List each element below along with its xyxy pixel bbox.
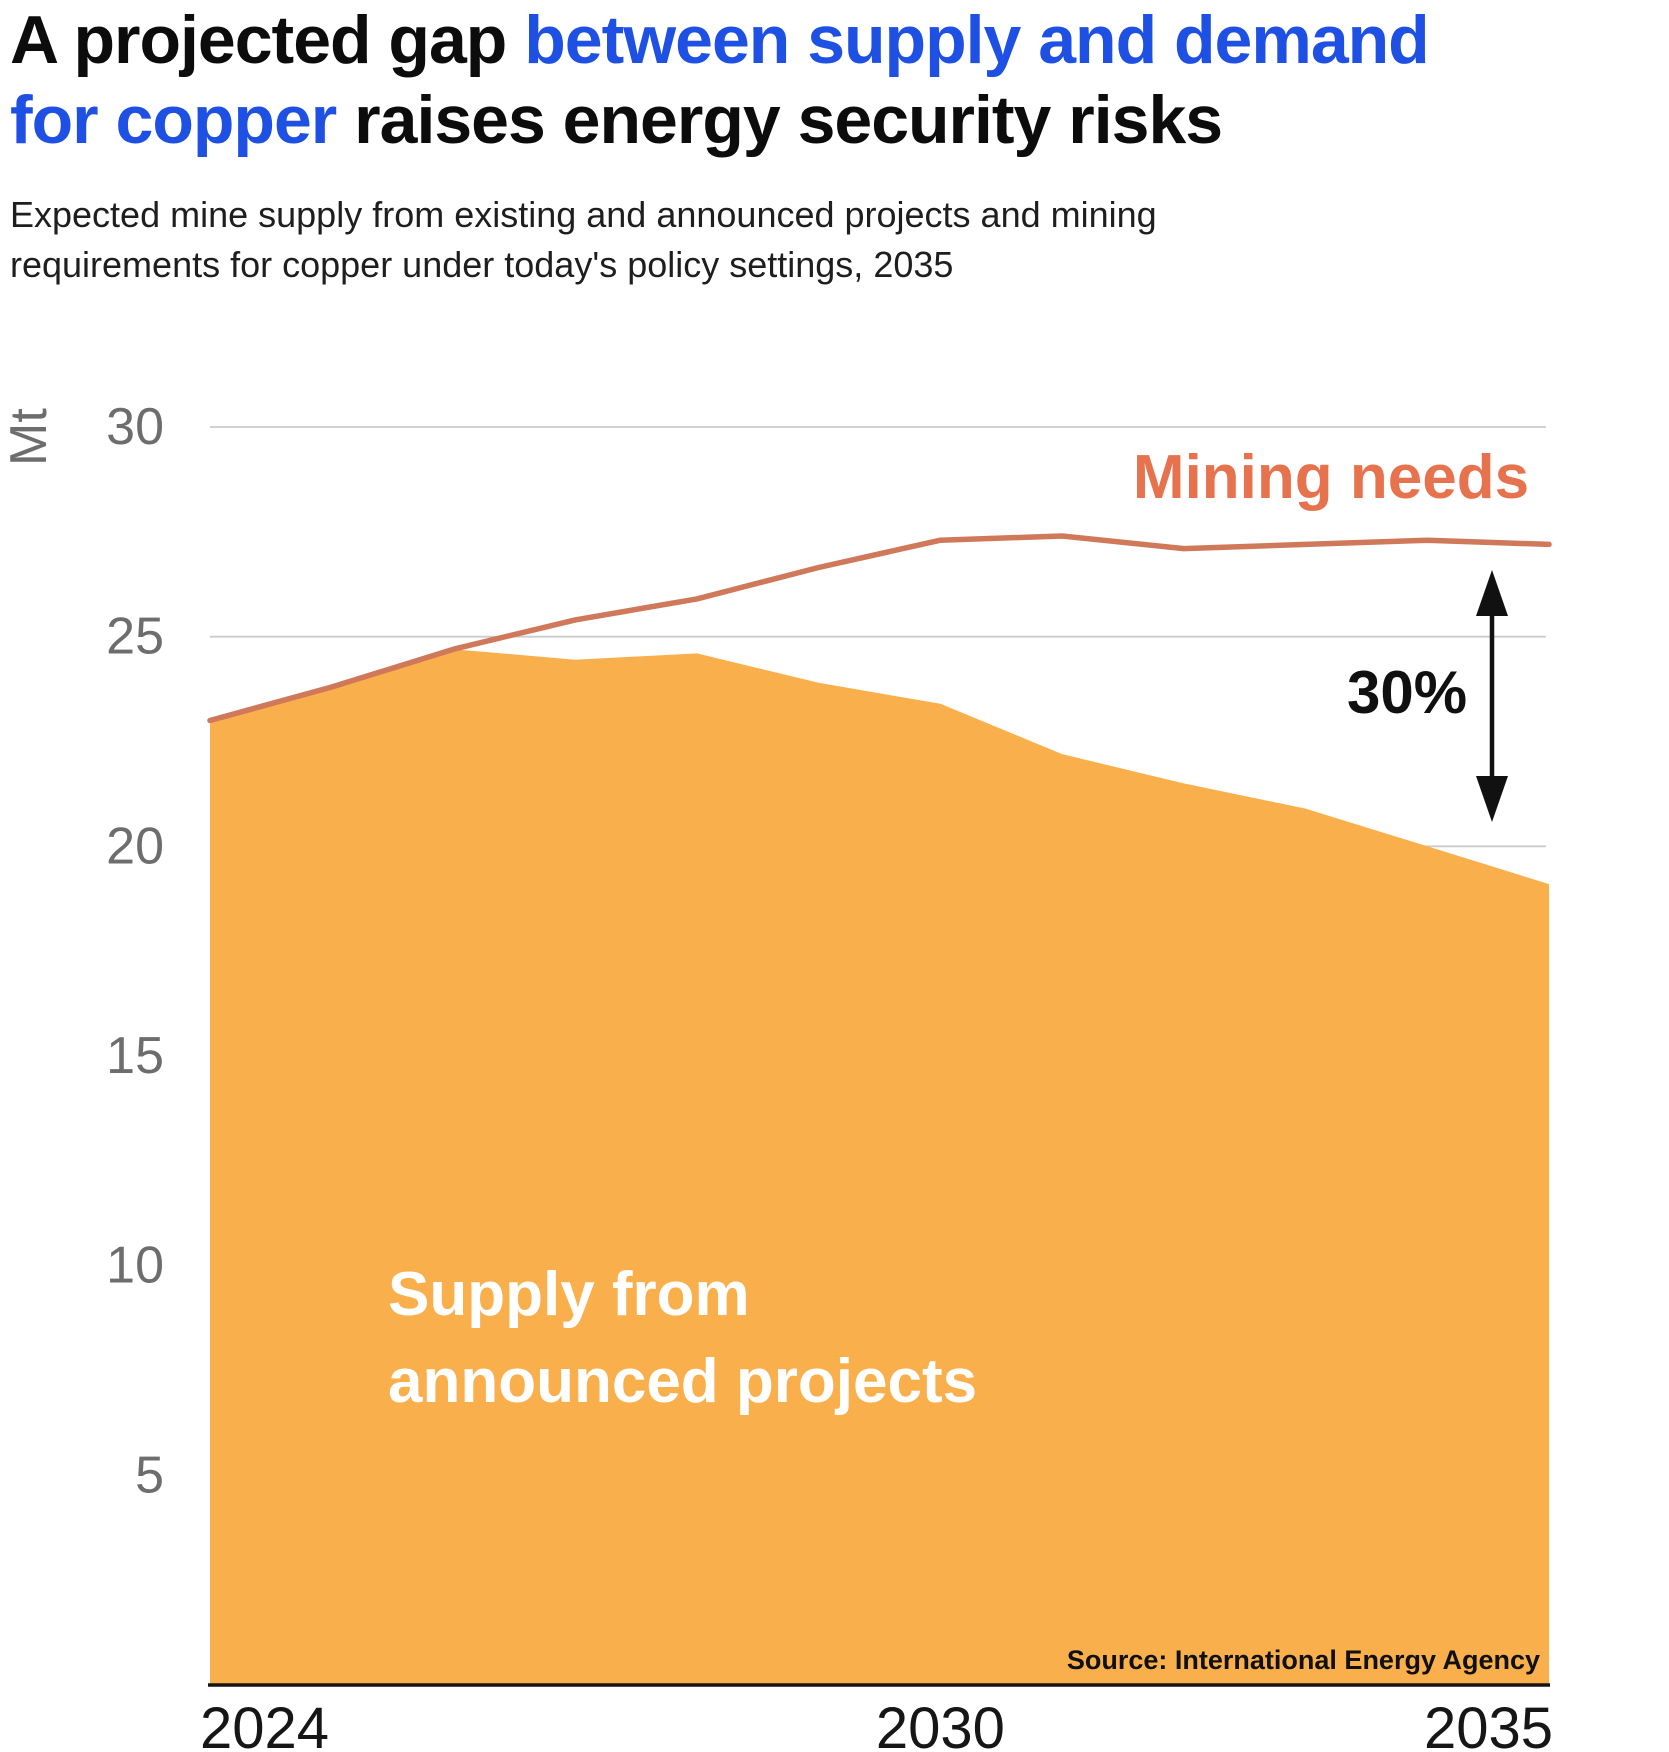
- x-tick-label-2035: 2035: [1424, 1696, 1553, 1752]
- y-axis-labels: 30 25 20 15 10 5: [106, 398, 164, 1504]
- y-axis-unit-label: Mt: [0, 408, 58, 466]
- gap-arrow: [1476, 570, 1508, 822]
- supply-area: [210, 649, 1549, 1686]
- title-segment-blue-2: for copper: [10, 82, 337, 158]
- y-tick-label-5: 5: [135, 1446, 164, 1504]
- subtitle-line-1: Expected mine supply from existing and a…: [10, 194, 1157, 235]
- copper-supply-demand-chart: 30 25 20 15 10 5 Mt 2024 2030 2035 Mining needs…: [0, 398, 1553, 1752]
- x-tick-label-2030: 2030: [876, 1696, 1005, 1752]
- x-axis-labels: 2024 2030 2035: [200, 1696, 1553, 1752]
- title-segment-blue-1: between supply and demand: [524, 2, 1429, 78]
- y-tick-label-20: 20: [106, 817, 164, 875]
- y-tick-label-25: 25: [106, 608, 164, 666]
- title-segment-black-2: raises energy security risks: [354, 82, 1223, 158]
- title-segment-black-1: A projected gap: [10, 2, 507, 78]
- gap-percentage-label: 30%: [1347, 659, 1467, 726]
- gap-arrow-head-down: [1476, 776, 1508, 822]
- x-tick-label-2024: 2024: [200, 1696, 329, 1752]
- chart-area: 30 25 20 15 10 5 Mt 2024 2030 2035 Mining needs…: [0, 340, 1669, 1752]
- source-label: Source: International Energy Agency: [1067, 1645, 1540, 1675]
- mining-needs-line: [207, 533, 1552, 724]
- supply-area-label-line1: Supply from: [388, 1260, 750, 1329]
- chart-subtitle: Expected mine supply from existing and a…: [10, 190, 1157, 290]
- supply-area-label-line2: announced projects: [388, 1347, 977, 1416]
- y-tick-label-30: 30: [106, 398, 164, 456]
- chart-header: A projected gap between supply and deman…: [10, 0, 1665, 160]
- subtitle-line-2: requirements for copper under today's po…: [10, 244, 954, 285]
- mining-needs-label: Mining needs: [1133, 443, 1529, 512]
- gap-arrow-head-up: [1476, 570, 1508, 616]
- page-title: A projected gap between supply and deman…: [10, 0, 1665, 160]
- y-tick-label-15: 15: [106, 1027, 164, 1085]
- y-tick-label-10: 10: [106, 1237, 164, 1295]
